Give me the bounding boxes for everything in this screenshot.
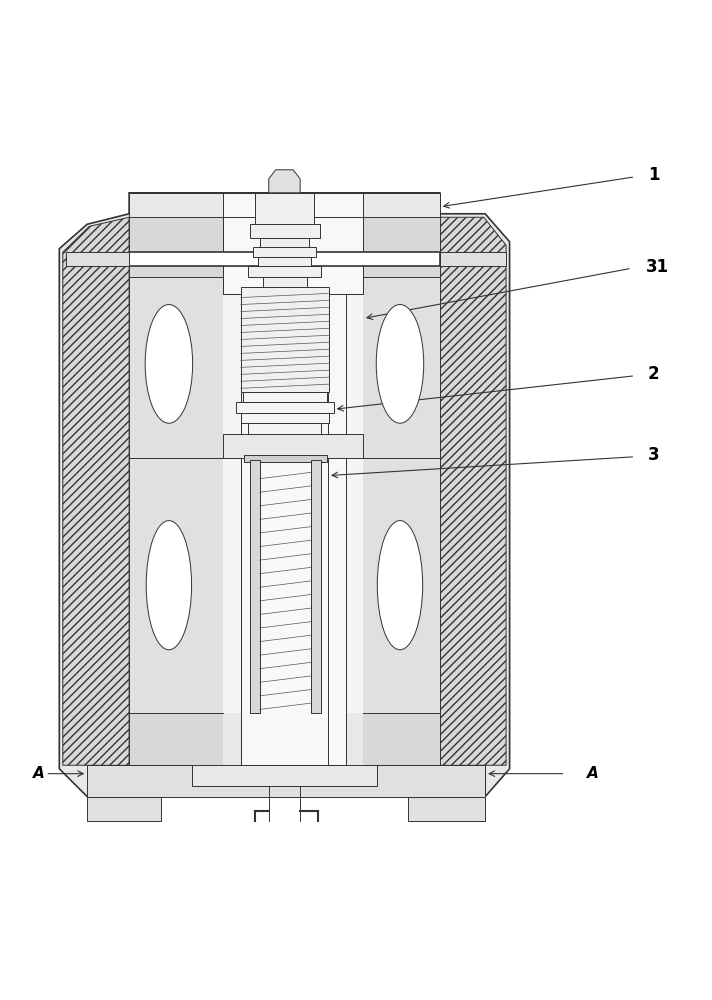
Polygon shape [129, 193, 224, 217]
Polygon shape [236, 402, 334, 413]
Polygon shape [440, 217, 506, 765]
Polygon shape [363, 193, 440, 217]
Polygon shape [363, 713, 440, 765]
Polygon shape [241, 413, 330, 423]
Polygon shape [409, 797, 485, 821]
Polygon shape [88, 765, 485, 797]
Polygon shape [310, 460, 321, 713]
Ellipse shape [377, 521, 423, 650]
Polygon shape [243, 392, 327, 402]
Text: A: A [587, 766, 600, 781]
Polygon shape [248, 423, 321, 434]
Polygon shape [253, 247, 316, 257]
Polygon shape [241, 287, 330, 392]
Polygon shape [129, 458, 224, 713]
Polygon shape [129, 193, 440, 217]
Polygon shape [250, 224, 320, 238]
Polygon shape [363, 458, 440, 713]
Ellipse shape [146, 521, 192, 650]
Polygon shape [363, 217, 440, 277]
Polygon shape [129, 713, 224, 765]
Polygon shape [363, 277, 440, 458]
Ellipse shape [145, 305, 193, 423]
Polygon shape [248, 266, 321, 277]
Text: 3: 3 [648, 446, 659, 464]
Polygon shape [66, 252, 129, 266]
Polygon shape [129, 277, 224, 458]
Text: 2: 2 [648, 365, 659, 383]
Polygon shape [224, 434, 363, 458]
Polygon shape [268, 170, 300, 193]
Bar [224, 193, 363, 217]
Polygon shape [263, 277, 307, 287]
Polygon shape [440, 252, 506, 266]
Polygon shape [260, 238, 308, 247]
Text: 1: 1 [648, 166, 659, 184]
Polygon shape [63, 217, 129, 765]
Polygon shape [129, 217, 224, 277]
Text: 31: 31 [646, 258, 669, 276]
Polygon shape [244, 455, 327, 462]
Polygon shape [129, 277, 440, 458]
Ellipse shape [376, 305, 424, 423]
Polygon shape [258, 257, 310, 266]
Bar [224, 193, 363, 294]
Bar [241, 294, 345, 765]
Text: A: A [33, 766, 44, 781]
Polygon shape [88, 797, 160, 821]
Polygon shape [129, 458, 440, 713]
Polygon shape [255, 193, 314, 224]
Polygon shape [59, 193, 510, 797]
Polygon shape [250, 460, 260, 713]
Polygon shape [129, 252, 440, 266]
